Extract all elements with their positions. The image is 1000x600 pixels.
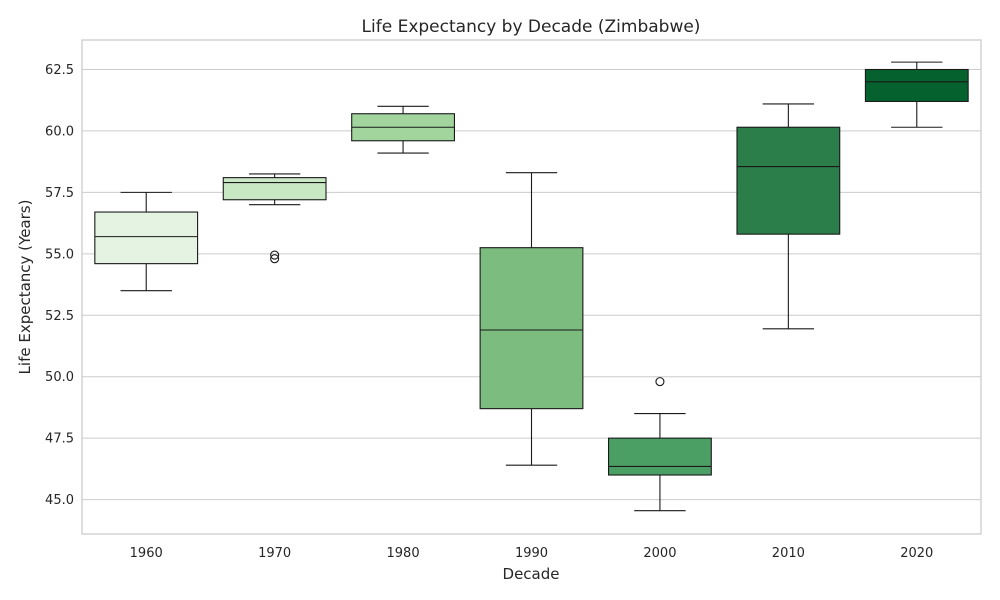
y-tick-label: 57.5 [45, 186, 74, 201]
x-tick-label: 1990 [515, 546, 548, 561]
y-axis-ticks: 45.0 47.5 50.0 52.5 55.0 57.5 60.0 62.5 [45, 63, 74, 508]
outlier-point [270, 254, 280, 264]
y-axis-label: Life Expectancy (Years) [16, 200, 34, 375]
box-group-2000 [608, 377, 712, 512]
box-group-1970 [222, 173, 327, 264]
x-axis-label: Decade [503, 565, 560, 583]
y-tick-label: 45.0 [45, 493, 74, 508]
chart-title: Life Expectancy by Decade (Zimbabwe) [362, 17, 701, 37]
y-tick-label: 50.0 [45, 370, 74, 385]
iqr-box [736, 126, 841, 235]
iqr-box [479, 247, 584, 410]
x-tick-label: 2000 [643, 546, 676, 561]
x-axis-ticks: 1960 1970 1980 1990 2000 2010 2020 [130, 546, 934, 561]
outlier-point [655, 377, 665, 387]
box-group-1960 [94, 191, 199, 292]
box-group-2020 [864, 61, 969, 128]
outlier-point [270, 250, 280, 260]
y-tick-label: 47.5 [45, 432, 74, 447]
y-tick-label: 60.0 [45, 124, 74, 139]
x-tick-label: 2020 [900, 546, 933, 561]
y-tick-label: 62.5 [45, 63, 74, 78]
iqr-box [222, 177, 327, 201]
y-tick-label: 55.0 [45, 247, 74, 262]
box-group-1990 [479, 172, 584, 466]
plot-frame [81, 39, 982, 535]
x-tick-label: 1970 [258, 546, 291, 561]
x-tick-label: 2010 [772, 546, 805, 561]
iqr-box [864, 68, 969, 102]
iqr-box [94, 211, 199, 265]
x-tick-label: 1980 [387, 546, 420, 561]
box-group-2010 [736, 103, 841, 330]
y-tick-label: 52.5 [45, 309, 74, 324]
box-group-1980 [351, 105, 455, 154]
box-plots [94, 61, 969, 512]
iqr-box [608, 437, 712, 476]
x-tick-label: 1960 [130, 546, 163, 561]
